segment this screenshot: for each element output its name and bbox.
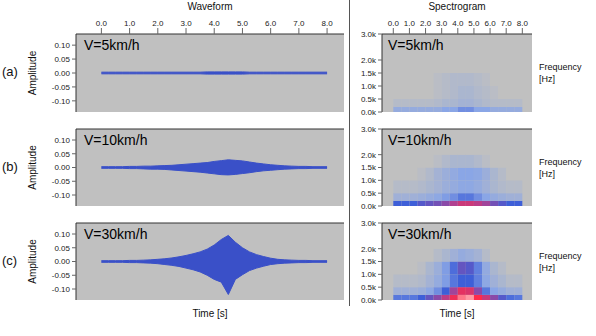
html-text:Time [s]: Time [s] xyxy=(192,308,228,319)
html-text:(b): (b) xyxy=(2,158,18,174)
svg-text:0.5k: 0.5k xyxy=(361,283,377,292)
svg-text:0.10: 0.10 xyxy=(54,136,70,145)
svg-text:1.0k: 1.0k xyxy=(361,270,377,279)
svg-text:0.05: 0.05 xyxy=(54,150,70,159)
html-text:V=5km/h: V=5km/h xyxy=(388,37,444,53)
html-text:V=30km/h: V=30km/h xyxy=(84,226,148,242)
html-text:(a): (a) xyxy=(2,64,18,79)
svg-text:3.0k: 3.0k xyxy=(361,30,377,39)
svg-text:1.0k: 1.0k xyxy=(361,176,377,185)
svg-text:0.5k: 0.5k xyxy=(361,95,377,104)
svg-text:8.0: 8.0 xyxy=(322,19,334,28)
svg-text:0.00: 0.00 xyxy=(54,163,70,172)
svg-text:7.0: 7.0 xyxy=(501,19,513,28)
svg-text:3.0k: 3.0k xyxy=(361,219,377,228)
svg-text:0.05: 0.05 xyxy=(54,244,70,253)
svg-text:0.0: 0.0 xyxy=(388,19,400,28)
svg-text:5.0: 5.0 xyxy=(468,19,480,28)
svg-text:-0.10: -0.10 xyxy=(52,285,71,294)
svg-text:2.0k: 2.0k xyxy=(361,56,377,65)
html-text:V=5km/h: V=5km/h xyxy=(84,37,140,53)
html-text:V=10km/h: V=10km/h xyxy=(84,132,148,148)
html-text:[Hz]: [Hz] xyxy=(539,262,555,273)
html-text:Waveform: Waveform xyxy=(187,1,233,12)
svg-text:8.0: 8.0 xyxy=(517,19,529,28)
svg-text:0.0k: 0.0k xyxy=(361,202,377,211)
svg-text:-0.10: -0.10 xyxy=(52,191,71,200)
svg-text:1.0k: 1.0k xyxy=(361,82,377,91)
svg-text:7.0: 7.0 xyxy=(293,19,305,28)
svg-text:-0.05: -0.05 xyxy=(52,177,71,186)
svg-text:2.0: 2.0 xyxy=(420,19,432,28)
html-text:Frequency: Frequency xyxy=(539,62,582,72)
html-text:[Hz]: [Hz] xyxy=(539,168,555,179)
html-text:Time [s]: Time [s] xyxy=(439,308,475,319)
svg-text:0.5k: 0.5k xyxy=(361,189,377,198)
svg-text:-0.10: -0.10 xyxy=(52,97,71,106)
svg-text:4.0: 4.0 xyxy=(209,19,221,28)
svg-text:1.5k: 1.5k xyxy=(361,69,377,78)
svg-text:1.5k: 1.5k xyxy=(361,257,377,266)
html-text:Frequency: Frequency xyxy=(539,156,582,167)
svg-text:0.10: 0.10 xyxy=(54,230,70,239)
svg-text:0.0k: 0.0k xyxy=(361,296,377,305)
svg-text:0.0k: 0.0k xyxy=(361,108,377,117)
svg-text:2.0k: 2.0k xyxy=(361,245,377,254)
svg-text:5.0: 5.0 xyxy=(237,19,249,28)
html-text:(c): (c) xyxy=(2,252,18,268)
svg-text:3.0k: 3.0k xyxy=(361,125,377,134)
svg-text:0.00: 0.00 xyxy=(54,69,70,78)
html-text:[Hz]: [Hz] xyxy=(539,74,555,84)
html-text:V=30km/h: V=30km/h xyxy=(388,226,452,242)
svg-text:Amplitude: Amplitude xyxy=(27,50,38,95)
svg-text:-0.05: -0.05 xyxy=(52,83,71,92)
svg-text:0.10: 0.10 xyxy=(54,41,70,50)
svg-text:4.0: 4.0 xyxy=(452,19,464,28)
html-text:Spectrogram: Spectrogram xyxy=(428,1,486,12)
svg-text:Amplitude: Amplitude xyxy=(27,145,38,190)
svg-text:1.0: 1.0 xyxy=(124,19,136,28)
svg-text:2.0k: 2.0k xyxy=(361,151,377,160)
html-text:V=10km/h: V=10km/h xyxy=(388,132,452,148)
svg-text:Amplitude: Amplitude xyxy=(27,239,38,284)
svg-text:0.0: 0.0 xyxy=(96,19,108,28)
svg-text:6.0: 6.0 xyxy=(265,19,277,28)
svg-text:1.0: 1.0 xyxy=(404,19,416,28)
svg-text:2.0: 2.0 xyxy=(152,19,164,28)
svg-text:-0.05: -0.05 xyxy=(52,271,71,280)
svg-text:6.0: 6.0 xyxy=(485,19,497,28)
html-text:Frequency: Frequency xyxy=(539,250,582,261)
svg-text:1.5k: 1.5k xyxy=(361,163,377,172)
svg-text:3.0: 3.0 xyxy=(180,19,192,28)
svg-text:0.00: 0.00 xyxy=(54,257,70,266)
svg-text:0.05: 0.05 xyxy=(54,55,70,64)
svg-text:3.0: 3.0 xyxy=(436,19,448,28)
